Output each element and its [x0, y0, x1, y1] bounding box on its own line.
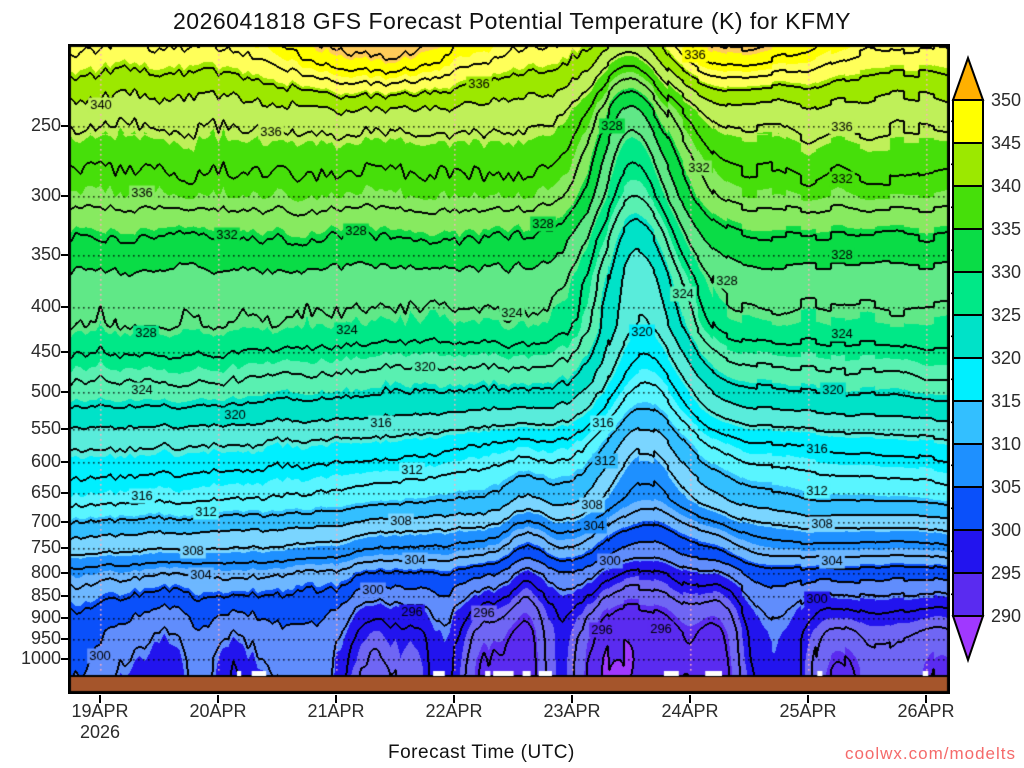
colorbar-cell: [952, 271, 984, 316]
colorbar-tick-label: 335: [991, 219, 1021, 239]
colorbar-cell: [952, 572, 984, 617]
y-tick-label: 850: [30, 585, 61, 606]
x-tick-label: 25APR: [779, 701, 837, 721]
y-tick-mark: [61, 391, 68, 394]
y-tick-label: 550: [30, 417, 61, 438]
colorbar-minor-tick: [951, 464, 953, 467]
x-tick-label: 26APR: [897, 701, 955, 721]
colorbar-tick-label: 310: [991, 434, 1021, 454]
colorbar-minor-tick: [951, 120, 953, 123]
colorbar-tick-label: 290: [991, 606, 1021, 626]
chart-title: 2026041818 GFS Forecast Potential Temper…: [173, 8, 851, 34]
y-tick-label: 1000: [20, 647, 61, 668]
y-tick-mark: [61, 350, 68, 353]
colorbar-minor-tick: [951, 550, 953, 553]
x-tick-mark: [807, 695, 810, 703]
colorbar-tick-label: 320: [991, 348, 1021, 368]
colorbar-tick-label: 315: [991, 391, 1021, 411]
y-tick-mark: [61, 547, 68, 550]
colorbar-cell: [952, 314, 984, 359]
y-tick-label: 300: [30, 185, 61, 206]
y-tick-label: 700: [30, 510, 61, 531]
y-tick-label: 450: [30, 340, 61, 361]
colorbar-tick-label: 295: [991, 563, 1021, 583]
x-tick-mark: [98, 695, 101, 703]
y-tick-label: 250: [30, 114, 61, 135]
colorbar-tick-label: 305: [991, 477, 1021, 497]
x-tick-mark: [334, 695, 337, 703]
y-tick-label: 400: [30, 295, 61, 316]
colorbar-minor-tick: [951, 507, 953, 510]
y-tick-label: 900: [30, 607, 61, 628]
y-tick-label: 600: [30, 451, 61, 472]
y-tick-label: 650: [30, 482, 61, 503]
y-tick-mark: [61, 657, 68, 660]
y-tick-mark: [61, 572, 68, 574]
cross-section-canvas: [68, 44, 950, 694]
x-tick-mark: [571, 695, 574, 703]
y-tick-label: 750: [30, 537, 61, 558]
x-tick-mark: [453, 695, 455, 703]
watermark-link[interactable]: coolwx.com/modelts: [844, 744, 1016, 763]
colorbar-cell: [952, 443, 984, 488]
colorbar-cell: [952, 99, 984, 144]
colorbar-minor-tick: [951, 335, 953, 338]
y-tick-mark: [61, 492, 68, 495]
x-tick-label: 21APR: [307, 701, 365, 721]
colorbar-minor-tick: [951, 378, 953, 381]
colorbar-over-arrow: [951, 55, 985, 101]
colorbar-cell: [952, 486, 984, 531]
colorbar-cell: [952, 185, 984, 230]
y-tick-mark: [61, 305, 68, 308]
x-tick-mark: [925, 695, 928, 703]
x-tick-label: 22APR: [425, 701, 483, 721]
colorbar-minor-tick: [951, 206, 953, 209]
y-tick-mark: [61, 595, 68, 598]
y-tick-label: 800: [30, 562, 61, 582]
colorbar-minor-tick: [951, 593, 953, 596]
colorbar-tick-label: 325: [991, 305, 1021, 325]
y-tick-mark: [61, 195, 68, 198]
colorbar-scale: 350 345 340 335 330 325 320 315 310 305 300 295 290: [951, 55, 1021, 664]
y-tick-mark: [61, 461, 68, 464]
x-axis-year: 2026: [79, 722, 120, 742]
colorbar-tick-label: 300: [991, 520, 1021, 540]
colorbar-minor-tick: [951, 421, 953, 424]
y-tick-label: 950: [30, 628, 61, 649]
y-tick-mark: [61, 427, 68, 430]
x-tick-label: 20APR: [189, 701, 247, 721]
x-tick-label: 19APR: [71, 701, 129, 721]
colorbar-cell: [952, 142, 984, 187]
x-axis-title: Forecast Time (UTC): [388, 742, 575, 763]
y-tick-mark: [61, 254, 68, 257]
y-tick-mark: [61, 617, 68, 620]
colorbar-minor-tick: [951, 163, 953, 166]
colorbar-tick-label: 350: [991, 90, 1021, 110]
y-tick-label: 350: [30, 244, 61, 265]
colorbar-tick-label: 330: [991, 262, 1021, 282]
colorbar-tick-label: 340: [991, 176, 1021, 196]
colorbar-cell: [952, 400, 984, 445]
colorbar-cell: [952, 228, 984, 273]
y-tick-mark: [61, 638, 68, 641]
colorbar-tick-label: 345: [991, 133, 1021, 153]
y-tick-mark: [61, 124, 68, 127]
x-tick-mark: [689, 695, 692, 703]
x-tick-label: 23APR: [543, 701, 601, 721]
colorbar-minor-tick: [951, 249, 953, 252]
y-tick-mark: [61, 520, 68, 523]
x-tick-mark: [216, 695, 219, 703]
colorbar-cell: [952, 529, 984, 574]
colorbar-under-arrow: [951, 615, 985, 664]
colorbar-cell: [952, 357, 984, 402]
colorbar-minor-tick: [951, 292, 953, 295]
x-tick-label: 24APR: [661, 701, 719, 721]
y-tick-label: 500: [30, 381, 61, 402]
